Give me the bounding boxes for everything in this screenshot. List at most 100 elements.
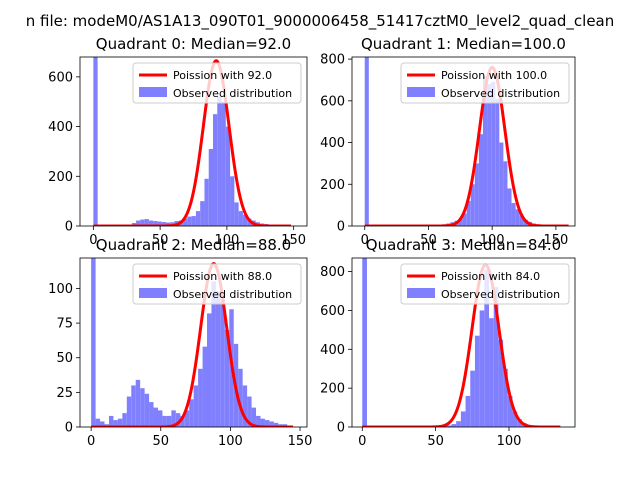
y-tick-label: 400	[48, 120, 73, 135]
histogram-bar	[136, 380, 140, 427]
histogram-bar	[451, 424, 456, 427]
x-tick-label: 100	[497, 434, 522, 449]
quadrant-3-subplot: 0 50 100 0 200 400 600 800 Quadrant 3: Median=84…	[320, 236, 575, 449]
y-tick-label: 800	[320, 265, 345, 280]
y-tick-label: 200	[48, 170, 73, 185]
histogram-bar	[192, 216, 196, 226]
histogram-bar	[217, 97, 221, 226]
legend-entry-poisson: Poission with 84.0	[441, 270, 540, 283]
histogram-bar	[489, 318, 494, 427]
y-tick-label: 50	[56, 351, 73, 366]
x-tick-label: 50	[152, 434, 169, 449]
quadrant-1-title: Quadrant 1: Median=100.0	[361, 35, 566, 53]
histogram-bar	[365, 57, 369, 226]
quadrant-2-title: Quadrant 2: Median=88.0	[96, 236, 291, 254]
histogram-bar	[226, 127, 230, 226]
histogram-bar	[456, 421, 461, 427]
y-tick-label: 800	[320, 53, 345, 68]
histogram-bar	[187, 217, 191, 226]
legend-entry-observed: Observed distribution	[441, 87, 560, 100]
x-tick-label: 100	[218, 434, 243, 449]
y-tick-label: 0	[65, 220, 73, 235]
histogram-bar	[234, 202, 238, 226]
x-tick-label: 150	[288, 434, 313, 449]
histogram-bar	[149, 402, 153, 427]
histogram-bar	[140, 388, 144, 427]
histogram-bar	[230, 176, 234, 226]
histogram-bar	[158, 410, 162, 427]
histogram-bar	[131, 385, 135, 427]
histogram-bar	[189, 399, 193, 427]
x-tick-label: 0	[358, 434, 366, 449]
histogram-bar	[461, 411, 466, 427]
legend-entry-poisson: Poission with 92.0	[173, 69, 272, 82]
y-tick-label: 75	[56, 317, 73, 332]
y-tick-label: 0	[65, 421, 73, 436]
x-tick-label: 50	[427, 434, 444, 449]
histogram-bar	[203, 347, 207, 427]
histogram-bar	[93, 57, 97, 226]
histogram-bar	[507, 188, 511, 226]
y-tick-label: 0	[337, 220, 345, 235]
y-tick-label: 200	[320, 178, 345, 193]
legend-entry-poisson: Poission with 100.0	[441, 69, 547, 82]
legend-entry-observed: Observed distribution	[173, 87, 292, 100]
x-tick-label: 0	[87, 434, 95, 449]
quadrant-0-title: Quadrant 0: Median=92.0	[96, 35, 291, 53]
histogram-bar	[154, 408, 158, 427]
legend: Poission with 88.0 Observed distribution	[133, 264, 301, 304]
histogram-bar	[479, 134, 483, 226]
histogram-bar	[362, 258, 367, 427]
legend-entry-poisson: Poission with 88.0	[173, 270, 272, 283]
histogram-bar	[109, 416, 113, 427]
histogram-bar	[209, 149, 213, 226]
histogram-bar	[196, 211, 200, 226]
histogram-bar	[216, 291, 220, 427]
y-tick-label: 0	[337, 421, 345, 436]
legend-entry-observed: Observed distribution	[173, 288, 292, 301]
y-tick-label: 600	[48, 70, 73, 85]
legend-bar-swatch	[407, 87, 435, 97]
histogram-bar	[480, 310, 485, 427]
legend: Poission with 92.0 Observed distribution	[133, 63, 301, 103]
histogram-bar	[499, 143, 503, 226]
legend-bar-swatch	[139, 87, 167, 97]
histogram-bar	[122, 413, 126, 427]
histogram-bar	[503, 161, 507, 226]
legend: Poission with 100.0 Observed distribution	[401, 63, 569, 103]
legend-bar-swatch	[139, 288, 167, 298]
histogram-bar	[213, 114, 217, 226]
histogram-bar	[91, 258, 95, 427]
histogram-bar	[145, 394, 149, 427]
histogram-bar	[512, 203, 516, 226]
figure-suptitle: n file: modeM0/AS1A13_090T01_9000006458_…	[26, 12, 615, 31]
histogram-bar	[487, 84, 491, 226]
legend: Poission with 84.0 Observed distribution	[401, 264, 569, 304]
y-tick-label: 400	[320, 136, 345, 151]
histogram-bar	[200, 201, 204, 226]
histogram-bar	[198, 369, 202, 427]
y-tick-label: 400	[320, 343, 345, 358]
histogram-bar	[466, 396, 471, 427]
y-tick-label: 600	[320, 304, 345, 319]
histogram-bar	[127, 397, 131, 427]
y-tick-label: 200	[320, 382, 345, 397]
legend-bar-swatch	[407, 288, 435, 298]
histogram-bar	[222, 102, 226, 226]
histogram-bar	[475, 336, 480, 427]
y-tick-label: 600	[320, 94, 345, 109]
histogram-bar	[207, 313, 211, 427]
quadrant-3-title: Quadrant 3: Median=84.0	[366, 236, 561, 254]
y-tick-label: 25	[56, 386, 73, 401]
histogram-bar	[204, 179, 208, 226]
histogram-bar	[239, 211, 243, 226]
histogram-bar	[470, 371, 475, 427]
histogram-bar	[194, 385, 198, 427]
quadrant-2-subplot: 0 50 100 150 0 25 50 75 100 Quadrant 2: Median=88…	[48, 236, 312, 449]
y-tick-label: 100	[48, 282, 73, 297]
legend-entry-observed: Observed distribution	[441, 288, 560, 301]
